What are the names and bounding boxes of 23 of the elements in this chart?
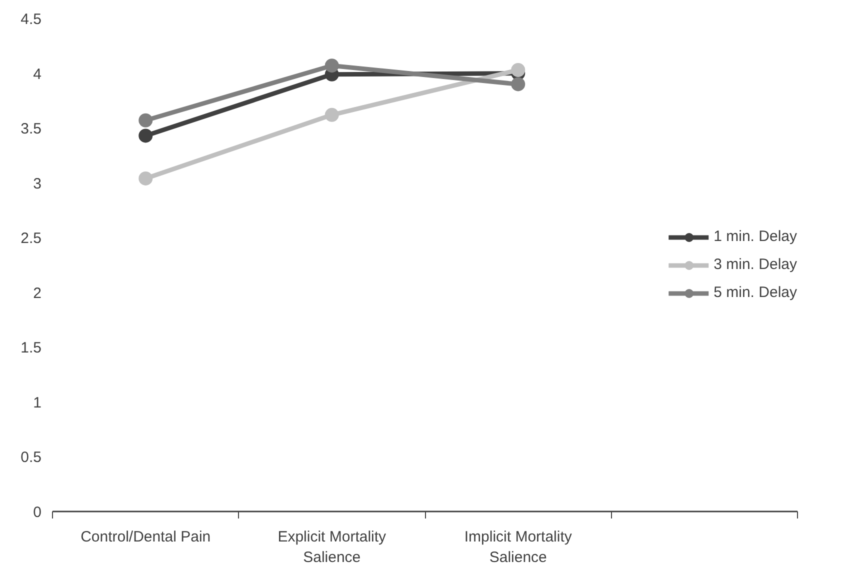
- legend-label: 5 min. Delay: [714, 284, 797, 301]
- y-tick-label: 1.5: [20, 340, 42, 357]
- x-tick-label: Implicit Mortality Salience: [464, 528, 572, 566]
- point: [324, 108, 339, 122]
- x-tick-label: Explicit Mortality Salience: [278, 528, 387, 566]
- point: [324, 58, 339, 73]
- y-tick-label: 2: [33, 284, 42, 302]
- point: [138, 113, 153, 128]
- point: [511, 77, 526, 92]
- y-tick-label: 0.5: [20, 449, 42, 466]
- x-tick-label: Control/Dental Pain: [80, 528, 211, 546]
- y-tick-label: 1: [33, 394, 42, 412]
- y-tick-label: 0: [33, 504, 42, 521]
- y-tick-label: 4: [33, 66, 42, 83]
- point: [138, 128, 153, 143]
- y-tick-label: 2.5: [20, 230, 42, 248]
- point: [511, 63, 526, 77]
- y-tick-label: 4.5: [20, 11, 42, 28]
- y-tick-label: 3.5: [20, 120, 42, 138]
- y-tick-label: 3: [33, 175, 42, 192]
- legend-label: 3 min. Delay: [714, 256, 797, 273]
- legend-label: 1 min. Delay: [714, 228, 797, 245]
- point: [138, 171, 153, 186]
